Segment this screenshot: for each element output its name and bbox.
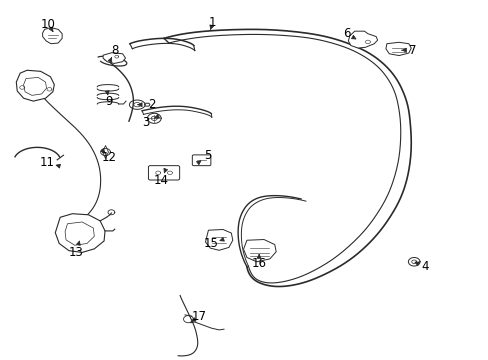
Polygon shape [55,214,105,252]
Polygon shape [347,31,377,48]
Polygon shape [16,70,54,101]
Polygon shape [42,28,62,44]
Polygon shape [243,239,276,262]
Text: 4: 4 [420,260,428,273]
Text: 12: 12 [101,150,116,163]
Polygon shape [205,229,232,250]
Text: 9: 9 [105,95,112,108]
Text: 5: 5 [204,149,211,162]
Text: 2: 2 [148,98,155,111]
Text: 15: 15 [203,237,218,250]
Text: 17: 17 [192,310,207,324]
Text: 11: 11 [40,156,54,169]
Text: 1: 1 [209,16,216,29]
FancyBboxPatch shape [148,166,179,180]
Text: 14: 14 [154,174,169,186]
Text: 8: 8 [111,44,118,57]
Polygon shape [23,77,46,95]
Text: 7: 7 [408,44,416,57]
Text: 13: 13 [69,246,83,259]
Polygon shape [65,222,94,245]
FancyBboxPatch shape [192,155,210,166]
Text: 16: 16 [251,257,266,270]
Text: 6: 6 [343,27,350,40]
Polygon shape [103,53,125,63]
Text: 3: 3 [142,116,149,129]
Text: 10: 10 [41,18,56,31]
Polygon shape [385,42,410,55]
